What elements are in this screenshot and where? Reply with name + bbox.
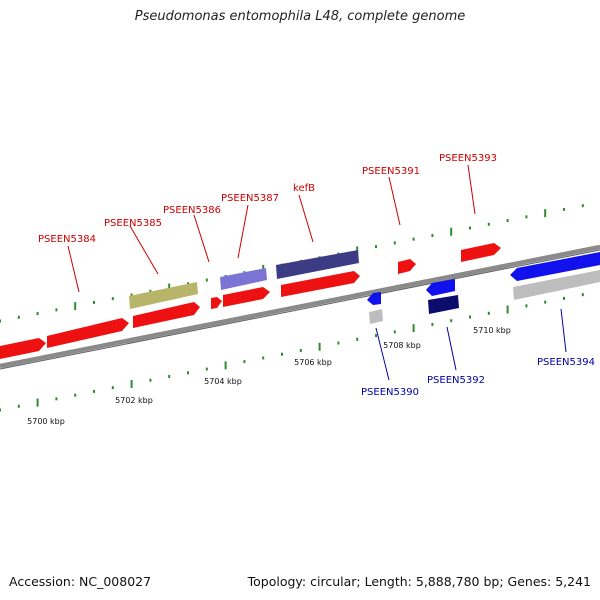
- gene-label: PSEEN5392: [427, 375, 485, 386]
- callout-line: [237, 204, 249, 259]
- callout-line: [388, 176, 401, 226]
- gene-box-lavender[interactable]: [220, 268, 267, 290]
- rna-features: [129, 250, 359, 309]
- scale-label: 5700 kbp: [27, 417, 65, 426]
- callout-line: [375, 327, 390, 381]
- gene-label: PSEEN5393: [439, 153, 497, 164]
- gene-box-darknavy[interactable]: [428, 295, 459, 314]
- gene-arrow-red[interactable]: [133, 302, 200, 328]
- callout-line: [446, 326, 457, 371]
- callout-line: [129, 225, 159, 275]
- gene-arrow-blue[interactable]: [426, 279, 455, 296]
- gene-box-gray[interactable]: [369, 309, 383, 324]
- gene-label: PSEEN5386: [163, 205, 221, 216]
- gene-label: PSEEN5394: [537, 357, 595, 368]
- scale-labels: 5700 kbp 5702 kbp 5704 kbp 5706 kbp 5708…: [27, 326, 511, 426]
- scale-label: 5708 kbp: [383, 341, 421, 350]
- gene-arrow-red[interactable]: [0, 338, 46, 359]
- scale-label: 5702 kbp: [115, 396, 153, 405]
- genome-backbone: [0, 244, 600, 369]
- gene-label: PSEEN5387: [221, 193, 279, 204]
- forward-genes: [0, 243, 501, 359]
- gene-arrow-red[interactable]: [223, 287, 270, 307]
- map-title: Pseudomonas entomophila L48, complete ge…: [134, 9, 466, 24]
- callout-line: [67, 245, 80, 293]
- gene-label: PSEEN5391: [362, 166, 420, 177]
- reverse-genes: [367, 252, 600, 324]
- callout-line: [298, 194, 314, 243]
- gene-arrow-red[interactable]: [47, 318, 129, 348]
- gene-arrow-red[interactable]: [211, 297, 222, 309]
- gene-labels: PSEEN5384 PSEEN5385 PSEEN5386 PSEEN5387 …: [38, 153, 595, 398]
- callout-line: [560, 308, 567, 353]
- gene-label: PSEEN5385: [104, 218, 162, 229]
- forward-callouts: [67, 164, 476, 293]
- gene-label: PSEEN5384: [38, 234, 96, 245]
- gene-arrow-red[interactable]: [461, 243, 501, 262]
- reverse-callouts: [375, 308, 567, 381]
- scale-label: 5704 kbp: [204, 377, 242, 386]
- gene-arrow-blue[interactable]: [510, 252, 600, 281]
- gene-label: PSEEN5390: [361, 387, 419, 398]
- genome-summary-text: Topology: circular; Length: 5,888,780 bp…: [247, 574, 591, 589]
- accession-text: Accession: NC_008027: [9, 574, 152, 589]
- gene-arrow-red[interactable]: [398, 259, 416, 274]
- gene-arrow-blue[interactable]: [367, 292, 381, 305]
- gene-box-navy[interactable]: [276, 250, 359, 279]
- callout-line: [467, 164, 476, 215]
- callout-line: [193, 214, 210, 263]
- inner-tick-row: [0, 293, 584, 412]
- gene-box-olive[interactable]: [129, 282, 198, 309]
- gene-arrow-red[interactable]: [281, 271, 360, 297]
- gene-label: kefB: [293, 183, 315, 194]
- scale-label: 5706 kbp: [294, 358, 332, 367]
- gene-box-gray[interactable]: [513, 270, 600, 300]
- genome-backbone-shadow: [0, 249, 600, 370]
- scale-label: 5710 kbp: [473, 326, 511, 335]
